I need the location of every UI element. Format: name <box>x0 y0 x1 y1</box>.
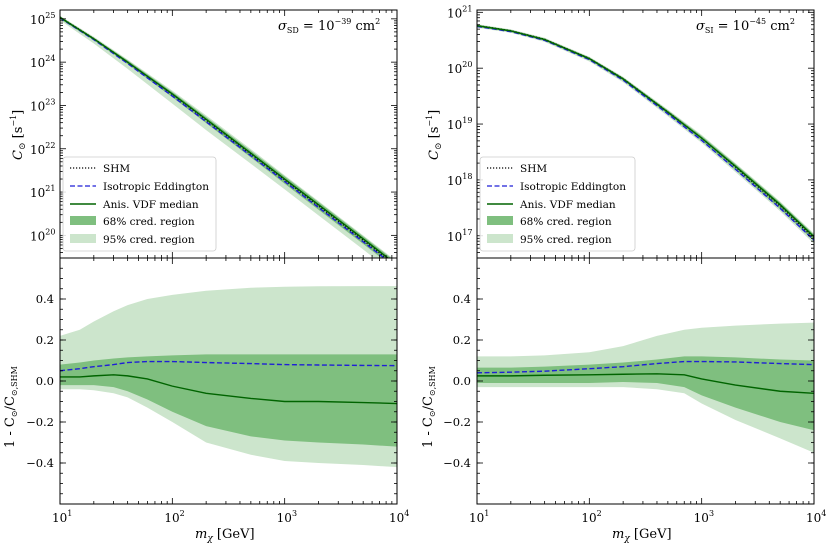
band-95-3 <box>477 322 814 453</box>
series-line-dashed-0 <box>60 17 386 258</box>
ytick-label: 1021 <box>447 4 472 20</box>
legend-left-box <box>62 156 217 252</box>
ytick-label: 1019 <box>447 116 472 132</box>
xtick-label: 103 <box>694 509 714 525</box>
legend-right-68-label: 68% cred. region <box>520 216 612 228</box>
panel-top-left: 1020 1021 1022 1023 1024 1025 <box>30 9 398 259</box>
plot-area-1 <box>477 24 814 244</box>
panel-bottom-left: 101 102 103 104 −0.4 −0.2 0.0 0.2 0.4 <box>26 257 409 525</box>
ytick-label: −0.4 <box>26 456 54 470</box>
ytick-label: −0.2 <box>443 415 471 429</box>
ytick-label: 1020 <box>447 60 472 76</box>
ytick-label: 1021 <box>30 184 55 200</box>
legend-left-iso-label: Isotropic Eddington <box>103 181 209 193</box>
ytick-label: 1018 <box>447 172 472 188</box>
ytick-label: 0.4 <box>36 292 54 306</box>
ytick-label: 1020 <box>30 227 55 243</box>
legend-left-shm-label: SHM <box>103 163 130 175</box>
panel-top-right: 1017 1018 1019 1020 1021 <box>447 4 815 259</box>
ytick-label: 1024 <box>30 54 55 70</box>
ytick-label: 0.2 <box>453 333 471 347</box>
xtick-label: 101 <box>52 509 72 525</box>
plot-area-3 <box>477 322 814 453</box>
ytick-label: 0.0 <box>36 374 54 388</box>
series-line-solid-2 <box>60 374 397 405</box>
ytick-label: 0.0 <box>453 374 471 388</box>
ytick-label: −0.4 <box>443 456 471 470</box>
legend-left-68-swatch <box>70 216 96 225</box>
series-line-solid-0 <box>60 16 390 258</box>
ylabel-top-right: C⊙ [s−1] <box>425 110 444 160</box>
ylabel-bottom-left: 1 - C⊙/C⊙,SHM <box>3 366 19 448</box>
ytick-label: −0.2 <box>26 415 54 429</box>
legend-right-shm-label: SHM <box>520 163 547 175</box>
plot-area-2 <box>60 286 397 468</box>
legend-right-box <box>479 156 636 252</box>
ytick-label: 1023 <box>30 97 55 113</box>
annotation-sigma-si: σSI = 10−45 cm2 <box>696 17 795 35</box>
series-line-dashed-1 <box>477 25 814 241</box>
legend-right-95-label: 95% cred. region <box>520 234 612 246</box>
legend-left-68-label: 68% cred. region <box>103 216 195 228</box>
legend-right-anis-label: Anis. VDF median <box>519 199 616 211</box>
legend-right-iso-label: Isotropic Eddington <box>520 181 626 193</box>
xlabel-right: mχ [GeV] <box>612 527 672 544</box>
panel-bottom-right: 101 102 103 104 −0.4 −0.2 0.0 0.2 0.4 <box>443 257 826 525</box>
xtick-label: 102 <box>581 509 601 525</box>
xlabel-left: mχ [GeV] <box>195 527 255 544</box>
legend-left-95-swatch <box>70 234 96 243</box>
xtick-label: 101 <box>469 509 489 525</box>
ytick-label: 1017 <box>447 228 472 244</box>
legend-right-95-swatch <box>487 234 513 243</box>
series-line-dashed-3 <box>477 360 814 374</box>
legend-left: SHM Isotropic Eddington Anis. VDF median… <box>62 156 217 252</box>
plot-area-0 <box>60 15 393 258</box>
ytick-label: 1025 <box>30 11 55 27</box>
series-line-solid-3 <box>477 373 814 394</box>
legend-left-anis-label: Anis. VDF median <box>102 199 199 211</box>
annotation-sigma-sd: σSD = 10−39 cm2 <box>278 17 380 35</box>
series-line-dashed-2 <box>60 360 397 372</box>
xtick-label: 104 <box>806 509 826 525</box>
ylabel-top-left: C⊙ [s−1] <box>9 110 28 160</box>
xtick-label: 103 <box>277 509 297 525</box>
ytick-label: 0.2 <box>36 333 54 347</box>
legend-right-68-swatch <box>487 216 513 225</box>
ytick-label: 0.4 <box>453 292 471 306</box>
xtick-label: 104 <box>389 509 409 525</box>
band-68-2 <box>60 354 397 447</box>
ylabel-bottom-right: 1 - C⊙/C⊙,SHM <box>421 366 437 448</box>
xtick-label: 102 <box>164 509 184 525</box>
ytick-label: 1022 <box>30 141 55 157</box>
series-line-solid-1 <box>477 25 814 238</box>
legend-left-95-label: 95% cred. region <box>103 234 195 246</box>
legend-right: SHM Isotropic Eddington Anis. VDF median… <box>479 156 636 252</box>
